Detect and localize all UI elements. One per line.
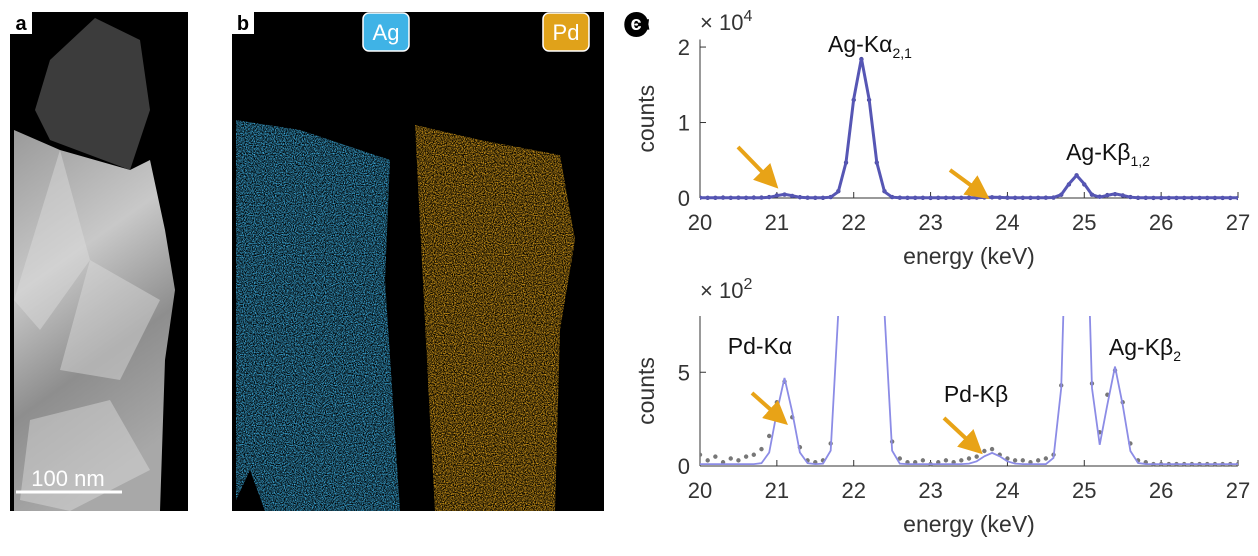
multiplier: × 102 — [700, 276, 752, 303]
multiplier-base: × 10 — [700, 278, 743, 303]
data-point — [967, 456, 971, 460]
data-point — [1021, 458, 1025, 462]
fit-line — [700, 58, 1238, 197]
pd-map — [415, 125, 575, 511]
annotation: Ag-Kα2,1 — [828, 31, 912, 61]
multiplier-base: × 10 — [700, 10, 743, 35]
arrow — [944, 418, 974, 446]
data-point — [767, 434, 771, 438]
x-tick-label: 25 — [1072, 478, 1096, 503]
y-tick-label: 5 — [678, 360, 690, 385]
x-tick-label: 22 — [841, 210, 865, 235]
annotation: Pd-Kβ — [944, 381, 1008, 407]
data-point — [736, 458, 740, 462]
data-point — [1036, 458, 1040, 462]
annotation-sub: 2 — [1173, 348, 1181, 364]
y-axis-label: counts — [633, 357, 659, 425]
annotation-text: Pd-Kβ — [944, 381, 1008, 407]
map-label: Pd — [553, 20, 580, 45]
multiplier-exp: 4 — [743, 8, 752, 25]
y-tick-label: 0 — [678, 186, 690, 211]
data-point — [1044, 456, 1048, 460]
annotation-text: Pd-Kα — [728, 333, 792, 359]
figure: a 100 nm b c AgPd2021222324252627012× 10… — [0, 0, 1258, 551]
y-tick-label: 0 — [678, 454, 690, 479]
x-tick-label: 22 — [841, 478, 865, 503]
panel-label: a — [15, 13, 27, 35]
x-tick-label: 21 — [765, 210, 789, 235]
data-point — [705, 458, 709, 462]
multiplier-exp: 2 — [743, 276, 752, 293]
annotation-sub: 1,2 — [1130, 153, 1150, 169]
data-point — [1067, 126, 1071, 130]
data-point — [882, 295, 886, 299]
annotation-text: Ag-Kβ — [1109, 334, 1173, 360]
data-point — [713, 454, 717, 458]
data-point — [959, 458, 963, 462]
ag-map — [236, 120, 400, 511]
data-point — [759, 447, 763, 451]
x-tick-label: 25 — [1072, 210, 1096, 235]
arrow — [738, 147, 770, 180]
data-point — [1082, 126, 1086, 130]
panel-label: c — [630, 13, 641, 35]
x-tick-label: 23 — [918, 478, 942, 503]
data-point — [729, 456, 733, 460]
x-axis-label: energy (keV) — [903, 243, 1035, 269]
data-point — [752, 453, 756, 457]
multiplier: × 104 — [700, 8, 752, 35]
annotation-sub: 2,1 — [892, 45, 912, 61]
data-point — [698, 453, 702, 457]
y-tick-label: 2 — [678, 35, 690, 60]
arrow — [752, 393, 779, 417]
data-point — [990, 447, 994, 451]
arrow — [950, 170, 980, 192]
x-axis-label: energy (keV) — [903, 511, 1035, 537]
x-tick-label: 20 — [688, 478, 712, 503]
data-point — [836, 295, 840, 299]
map-label: Ag — [373, 20, 400, 45]
data-point — [944, 458, 948, 462]
page: a 100 nm b c AgPd2021222324252627012× 10… — [0, 0, 1258, 556]
data-point — [982, 449, 986, 453]
annotation: Pd-Kα — [728, 333, 792, 359]
annotation: Ag-Kβ2 — [1109, 334, 1181, 364]
annotation-text: Ag-Kβ — [1066, 139, 1130, 165]
x-tick-label: 27 — [1226, 478, 1250, 503]
panel-label: b — [237, 13, 249, 35]
x-tick-label: 24 — [995, 478, 1019, 503]
data-point — [1013, 458, 1017, 462]
annotation: Ag-Kβ1,2 — [1066, 139, 1150, 169]
data-point — [921, 458, 925, 462]
x-tick-label: 20 — [688, 210, 712, 235]
annotation-text: Ag-Kα — [828, 31, 892, 57]
y-axis-label: counts — [633, 85, 659, 153]
data-point — [744, 454, 748, 458]
x-tick-label: 27 — [1226, 210, 1250, 235]
x-tick-label: 26 — [1149, 478, 1173, 503]
x-tick-label: 21 — [765, 478, 789, 503]
x-tick-label: 23 — [918, 210, 942, 235]
y-tick-label: 1 — [678, 111, 690, 136]
x-tick-label: 26 — [1149, 210, 1173, 235]
scale-label: 100 nm — [31, 466, 104, 491]
x-tick-label: 24 — [995, 210, 1019, 235]
data-point — [974, 454, 978, 458]
